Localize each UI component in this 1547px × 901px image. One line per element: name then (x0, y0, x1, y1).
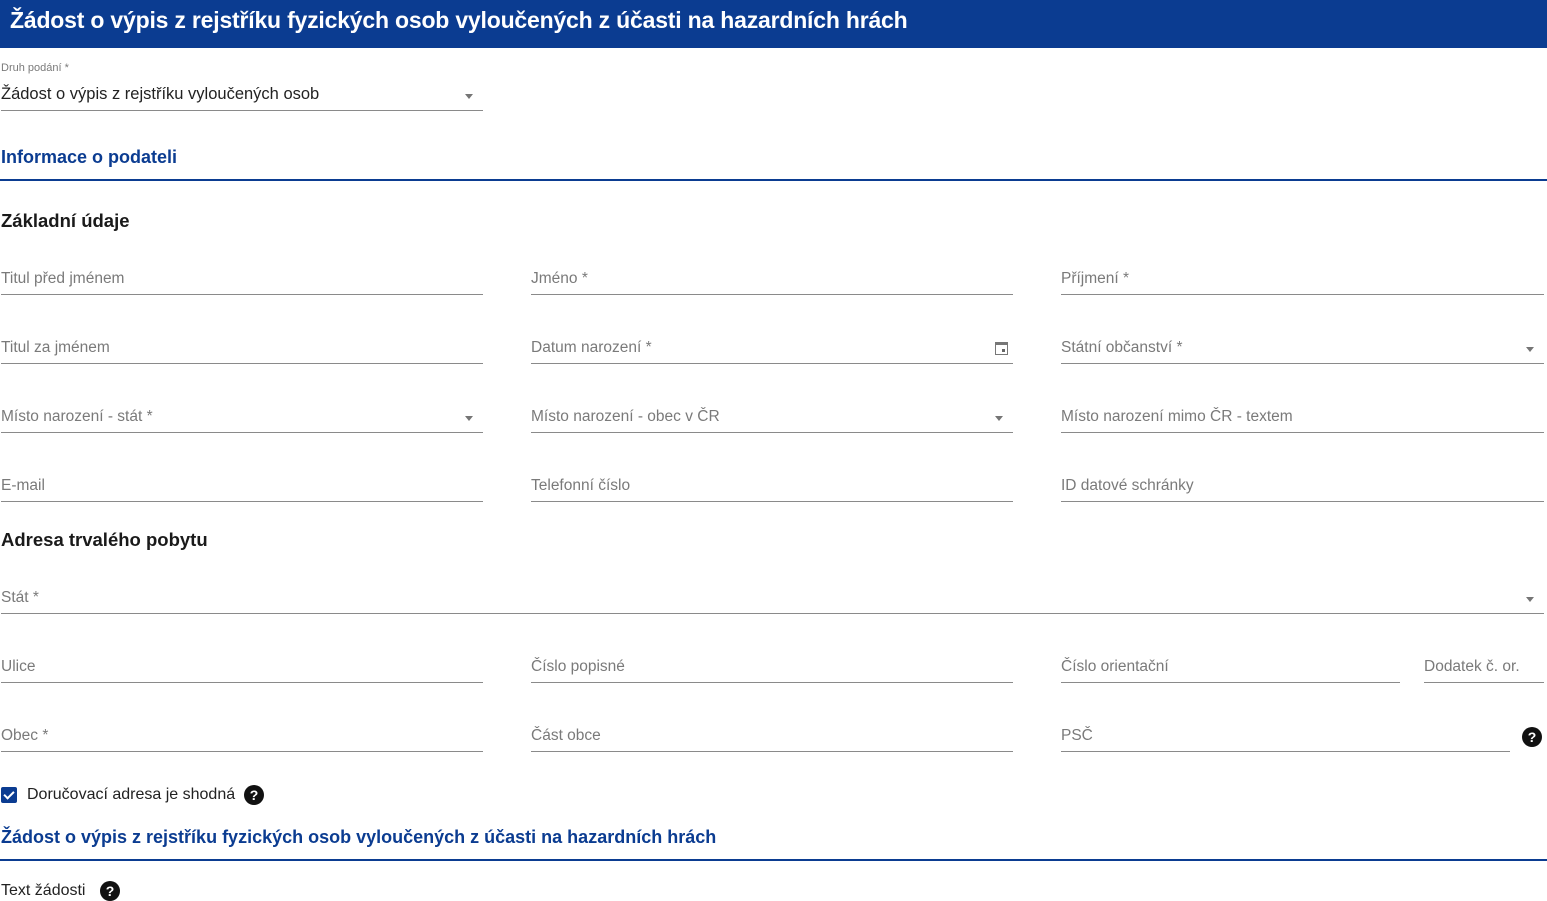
first-name-input[interactable]: Jméno * (531, 265, 1013, 295)
street-label: Ulice (1, 658, 36, 675)
title-before-input[interactable]: Titul před jménem (1, 265, 483, 295)
chevron-down-icon (1526, 597, 1534, 602)
citizenship-label: Státní občanství * (1061, 339, 1183, 356)
house-number-label: Číslo popisné (531, 658, 625, 675)
subsection-basic: Základní údaje (1, 210, 130, 231)
help-icon[interactable]: ? (244, 785, 264, 805)
submission-type-value: Žádost o výpis z rejstříku vyloučených o… (1, 85, 320, 103)
last-name-input[interactable]: Příjmení * (1061, 265, 1544, 295)
subsection-address: Adresa trvalého pobytu (1, 529, 208, 550)
page-title: Žádost o výpis z rejstříku fyzických oso… (10, 7, 908, 33)
section-applicant: Informace o podateli (1, 147, 178, 167)
chevron-down-icon (1526, 347, 1534, 352)
calendar-icon[interactable] (995, 342, 1008, 355)
divider (0, 859, 1547, 861)
divider (0, 179, 1547, 181)
house-number-input[interactable]: Číslo popisné (531, 653, 1013, 683)
request-text-label: Text žádosti (1, 882, 86, 899)
help-icon[interactable]: ? (100, 881, 120, 901)
citizenship-select[interactable]: Státní občanství * (1061, 334, 1544, 364)
city-input[interactable]: Obec * (1, 722, 483, 752)
delivery-same-label: Doručovací adresa je shodná (27, 786, 236, 803)
help-icon[interactable]: ? (1522, 727, 1542, 747)
orientation-number-input[interactable]: Číslo orientační (1061, 653, 1400, 683)
birth-city-label: Místo narození - obec v ČR (531, 408, 720, 425)
phone-label: Telefonní číslo (531, 477, 631, 494)
birth-date-label: Datum narození * (531, 339, 652, 356)
submission-type-label: Druh podání * (1, 62, 69, 74)
orientation-suffix-label: Dodatek č. or. (1424, 658, 1520, 675)
chevron-down-icon (465, 94, 473, 99)
page-header: Žádost o výpis z rejstříku fyzických oso… (0, 0, 1547, 48)
country-label: Stát * (1, 589, 39, 606)
birth-place-text-input[interactable]: Místo narození mimo ČR - textem (1061, 403, 1544, 433)
city-label: Obec * (1, 727, 49, 744)
birth-city-select[interactable]: Místo narození - obec v ČR (531, 403, 1013, 433)
chevron-down-icon (995, 416, 1003, 421)
last-name-label: Příjmení * (1061, 270, 1130, 287)
submission-type-select[interactable]: Žádost o výpis z rejstříku vyloučených o… (1, 81, 483, 111)
birth-date-input[interactable]: Datum narození * (531, 334, 1013, 364)
city-part-input[interactable]: Část obce (531, 722, 1013, 752)
chevron-down-icon (465, 416, 473, 421)
section-request: Žádost o výpis z rejstříku fyzických oso… (1, 827, 717, 847)
street-input[interactable]: Ulice (1, 653, 483, 683)
email-input[interactable]: E-mail (1, 472, 483, 502)
country-select[interactable]: Stát * (1, 584, 1544, 614)
birth-country-label: Místo narození - stát * (1, 408, 153, 425)
orientation-suffix-input[interactable]: Dodatek č. or. (1424, 653, 1544, 683)
orientation-number-label: Číslo orientační (1061, 658, 1169, 675)
first-name-label: Jméno * (531, 270, 588, 287)
title-after-input[interactable]: Titul za jménem (1, 334, 483, 364)
birth-place-text-label: Místo narození mimo ČR - textem (1061, 408, 1293, 425)
title-before-label: Titul před jménem (1, 270, 125, 287)
title-after-label: Titul za jménem (1, 339, 110, 356)
zip-label: PSČ (1061, 727, 1093, 744)
delivery-same-checkbox[interactable] (1, 787, 17, 803)
email-label: E-mail (1, 477, 45, 494)
phone-input[interactable]: Telefonní číslo (531, 472, 1013, 502)
birth-country-select[interactable]: Místo narození - stát * (1, 403, 483, 433)
databox-input[interactable]: ID datové schránky (1061, 472, 1544, 502)
zip-input[interactable]: PSČ (1061, 722, 1510, 752)
databox-label: ID datové schránky (1061, 477, 1194, 494)
city-part-label: Část obce (531, 727, 601, 744)
